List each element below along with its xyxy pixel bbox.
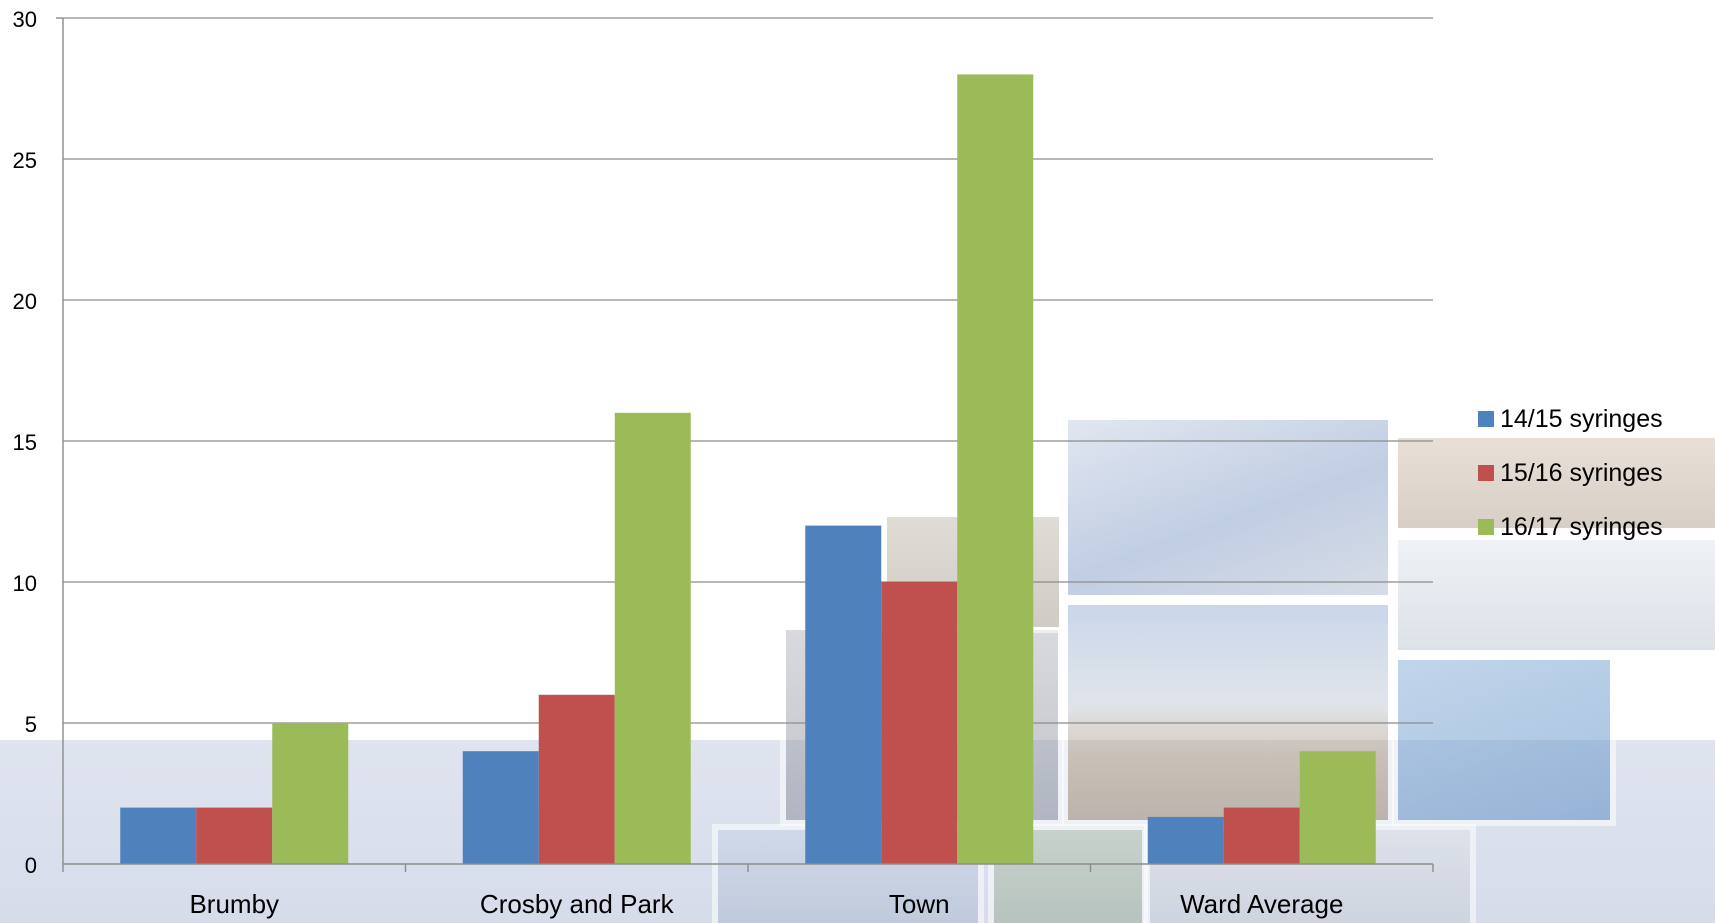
x-category-label: Ward Average — [1180, 889, 1343, 919]
background-photo — [1398, 660, 1610, 820]
bar — [272, 723, 349, 864]
legend-item: 15/16 syringes — [1478, 446, 1663, 500]
legend-swatch — [1478, 465, 1494, 481]
bars — [120, 74, 1376, 864]
legend-item: 14/15 syringes — [1478, 392, 1663, 446]
background-photo — [1398, 540, 1715, 650]
y-tick-label: 20 — [13, 289, 37, 314]
bar — [462, 751, 539, 864]
bar — [805, 525, 882, 864]
bar — [196, 807, 273, 864]
y-tick-label: 25 — [13, 148, 37, 173]
bar — [538, 694, 615, 864]
bar — [1223, 807, 1300, 864]
legend-item: 16/17 syringes — [1478, 500, 1663, 554]
background-photo — [1398, 438, 1715, 528]
background-photo — [1068, 420, 1388, 595]
legend-swatch — [1478, 411, 1494, 427]
bar — [957, 74, 1034, 864]
gridlines — [63, 17, 1433, 724]
x-category-label: Crosby and Park — [480, 889, 675, 919]
y-tick-label: 15 — [13, 430, 37, 455]
y-tick-label: 0 — [25, 853, 37, 878]
y-tick-label: 5 — [25, 712, 37, 737]
y-tick-label: 10 — [13, 571, 37, 596]
legend-label: 15/16 syringes — [1500, 458, 1663, 487]
bar — [1147, 816, 1224, 864]
bar — [614, 412, 691, 864]
legend-swatch — [1478, 519, 1494, 535]
x-category-label: Town — [889, 889, 950, 919]
axes — [56, 17, 1434, 872]
legend: 14/15 syringes 15/16 syringes 16/17 syring… — [1478, 392, 1663, 554]
tick-labels: 0 5 10 15 20 25 30 Brumby Crosby and Park Town War… — [13, 7, 1344, 919]
legend-label: 14/15 syringes — [1500, 404, 1663, 433]
x-category-label: Brumby — [189, 889, 279, 919]
bar — [881, 582, 958, 864]
legend-label: 16/17 syringes — [1500, 512, 1663, 541]
bar — [120, 807, 197, 864]
bar — [1299, 751, 1376, 864]
y-tick-label: 30 — [13, 7, 37, 32]
